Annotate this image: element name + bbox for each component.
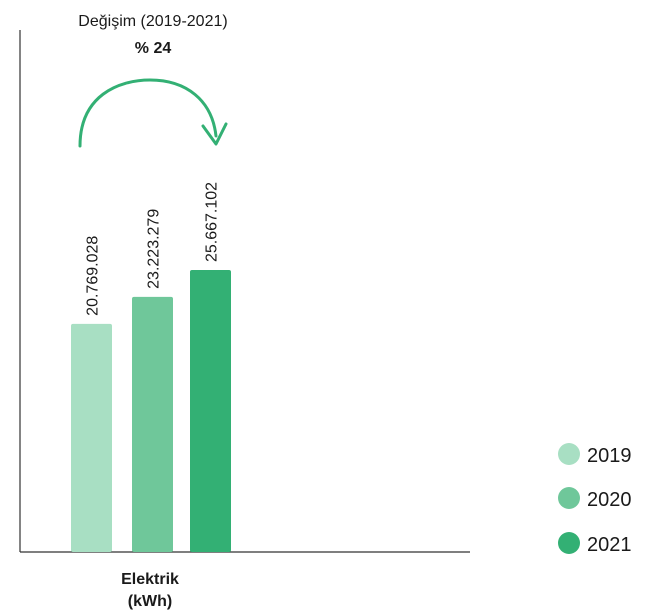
legend-swatch-2021 bbox=[558, 532, 580, 554]
legend-label-2021: 2021 bbox=[587, 534, 632, 556]
bar-2019 bbox=[71, 323, 112, 552]
legend-swatch-2019 bbox=[558, 443, 580, 465]
value-label-2019: 20.769.028 bbox=[85, 236, 102, 316]
bar-2020 bbox=[132, 296, 173, 552]
value-label-2020: 23.223.279 bbox=[146, 209, 163, 289]
change-arrowhead bbox=[201, 122, 228, 146]
legend-label-2019: 2019 bbox=[587, 445, 632, 467]
value-label-2021: 25.667.102 bbox=[204, 182, 221, 262]
change-value: % 24 bbox=[135, 40, 172, 57]
change-title: Değişim (2019-2021) bbox=[78, 13, 227, 30]
legend-swatch-2020 bbox=[558, 487, 580, 509]
legend: 2019 2020 2021 bbox=[558, 443, 632, 556]
legend-label-2020: 2020 bbox=[587, 489, 632, 511]
category-label-line-2: (kWh) bbox=[128, 593, 172, 610]
bar-2021 bbox=[190, 270, 231, 552]
category-label-line-1: Elektrik bbox=[121, 571, 179, 588]
change-arrow bbox=[78, 78, 218, 148]
